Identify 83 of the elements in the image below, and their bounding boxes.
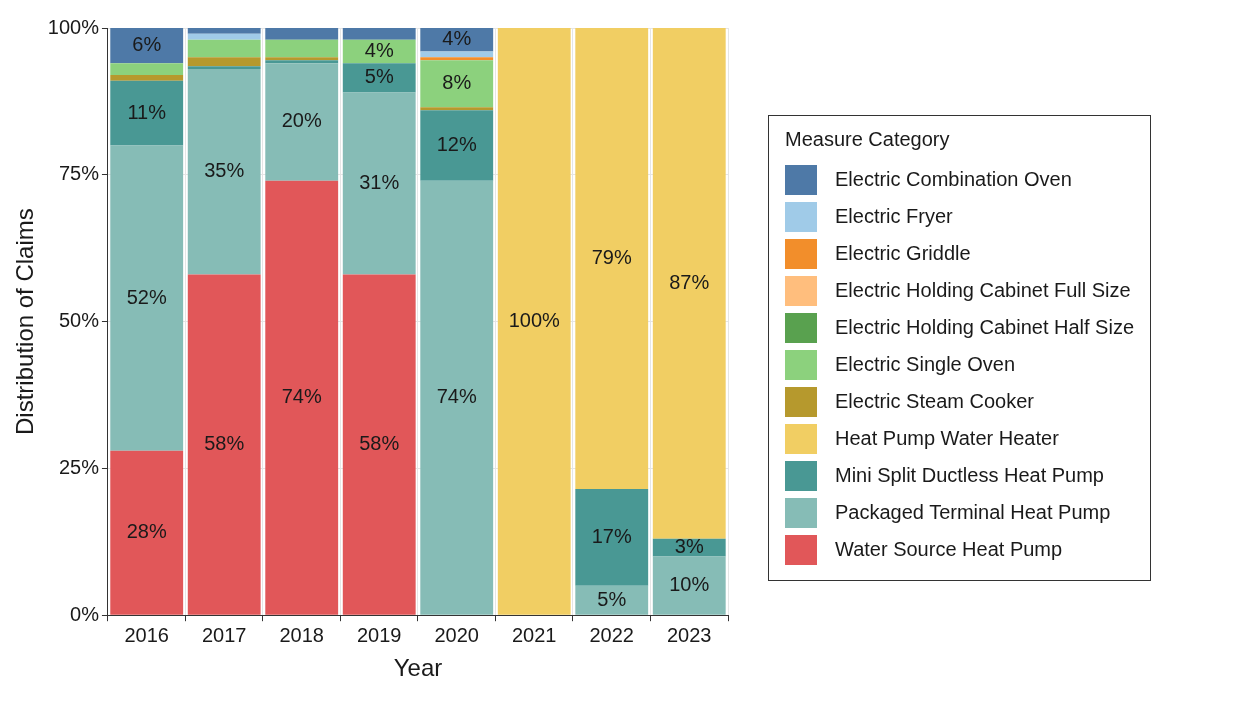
data-label: 3% [674, 535, 704, 558]
data-label: 28% [126, 520, 167, 543]
bar [110, 74, 184, 81]
bar [420, 57, 494, 61]
bar [420, 107, 494, 111]
legend-label: Electric Holding Cabinet Full Size [835, 279, 1131, 302]
bar [187, 39, 261, 58]
data-label: 5% [597, 587, 627, 610]
legend-label: Electric Holding Cabinet Half Size [835, 316, 1135, 339]
bar [652, 28, 726, 539]
data-label: 52% [126, 285, 167, 308]
bar [342, 274, 416, 615]
bar [342, 28, 416, 40]
bar [187, 33, 261, 40]
bar [420, 110, 494, 181]
bar [265, 63, 339, 181]
bar [110, 63, 184, 75]
data-label: 11% [127, 100, 167, 123]
bar [110, 145, 184, 451]
bar [497, 28, 571, 615]
data-label: 58% [204, 432, 245, 455]
x-tick-label: 2022 [589, 623, 634, 646]
data-label: 35% [204, 159, 245, 182]
y-tick-label: 50% [58, 309, 100, 332]
bar [575, 28, 649, 489]
y-tick-label: 25% [58, 455, 100, 478]
y-tick-label: 75% [58, 162, 100, 185]
x-tick-label: 2018 [279, 623, 324, 646]
legend-label: Mini Split Ductless Heat Pump [835, 464, 1104, 487]
legend-label: Electric Single Oven [835, 353, 1016, 376]
data-label: 31% [359, 171, 400, 194]
bar [265, 180, 339, 615]
bar [110, 450, 184, 615]
bar [265, 39, 339, 58]
x-axis-title: Year [393, 654, 443, 682]
y-tick-label: 100% [47, 15, 100, 38]
data-label: 8% [442, 71, 472, 94]
x-tick-label: 2019 [356, 623, 402, 646]
bar [342, 63, 416, 93]
data-label: 87% [669, 270, 710, 293]
legend-label: Electric Combination Oven [835, 168, 1072, 191]
y-tick-label: 0% [70, 602, 100, 625]
data-label: 4% [442, 27, 472, 50]
bar [110, 80, 184, 146]
legend-label: Electric Steam Cooker [835, 390, 1034, 413]
bar [187, 57, 261, 67]
data-label: 5% [364, 65, 394, 88]
data-label: 20% [281, 109, 322, 132]
x-tick-label: 2020 [434, 623, 479, 646]
data-label: 12% [436, 132, 477, 155]
data-label: 100% [508, 308, 561, 331]
legend-label: Electric Fryer [835, 205, 953, 228]
x-tick-label: 2021 [511, 623, 557, 646]
bar [110, 28, 184, 64]
bar [187, 28, 261, 34]
data-label: 10% [669, 573, 710, 596]
data-label: 79% [591, 245, 632, 268]
bar [652, 556, 726, 615]
data-label: 17% [591, 524, 632, 547]
bar [420, 180, 494, 615]
y-axis-title: Distribution of Claims [11, 208, 39, 435]
legend-title: Measure Category [785, 128, 951, 151]
data-label: 58% [359, 432, 400, 455]
legend-label: Water Source Heat Pump [835, 538, 1063, 561]
data-label: 74% [281, 385, 322, 408]
bar [342, 92, 416, 275]
bar [187, 69, 261, 275]
bar [420, 60, 494, 108]
bar [575, 585, 649, 615]
data-label: 74% [436, 385, 477, 408]
bar [187, 274, 261, 615]
data-label: 4% [364, 39, 394, 61]
x-tick-label: 2017 [201, 623, 247, 646]
legend-label: Packaged Terminal Heat Pump [835, 501, 1111, 524]
data-label: 6% [132, 33, 162, 56]
x-tick-label: 2023 [667, 623, 712, 646]
bar [265, 28, 339, 40]
x-tick-label: 2016 [124, 623, 169, 646]
legend-label: Electric Griddle [835, 242, 971, 265]
bar [187, 66, 261, 70]
bar [575, 488, 649, 586]
bar [420, 51, 494, 58]
legend-label: Heat Pump Water Heater [835, 427, 1059, 450]
